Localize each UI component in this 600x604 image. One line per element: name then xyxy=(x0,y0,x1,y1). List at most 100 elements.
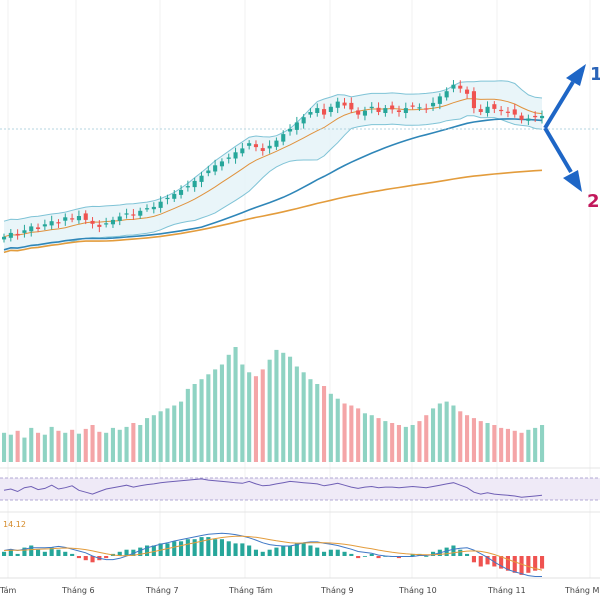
price-panel[interactable] xyxy=(0,80,600,254)
macd-bar xyxy=(206,537,211,556)
macd-panel[interactable]: 14.12 xyxy=(2,520,545,577)
candle-body xyxy=(383,108,388,113)
candle-body xyxy=(485,106,490,113)
candle-body xyxy=(390,105,395,110)
volume-bar xyxy=(356,408,361,462)
candle-body xyxy=(315,108,320,113)
volume-bar xyxy=(485,423,490,462)
candle-body xyxy=(192,180,197,188)
volume-bar xyxy=(2,432,7,462)
macd-bar xyxy=(349,553,354,556)
macd-bar xyxy=(56,549,61,556)
volume-bar xyxy=(342,403,347,462)
macd-bar xyxy=(533,556,538,571)
scenario-arrows: 1 2 xyxy=(543,64,600,212)
volume-bar xyxy=(540,425,545,462)
macd-bar xyxy=(145,545,150,556)
macd-bar xyxy=(76,556,81,559)
candle-body xyxy=(158,201,163,208)
volume-bar xyxy=(63,432,68,462)
volume-bar xyxy=(240,364,245,462)
volume-panel[interactable] xyxy=(2,347,545,462)
macd-bar xyxy=(478,556,483,567)
volume-bar xyxy=(213,369,218,462)
scenario-up-label: 1 xyxy=(590,64,600,85)
volume-bar xyxy=(431,408,436,462)
candle-body xyxy=(63,217,68,221)
macd-bar xyxy=(512,556,517,573)
volume-bar xyxy=(519,432,524,462)
volume-bar xyxy=(22,437,27,462)
candle-body xyxy=(540,115,545,119)
macd-bar xyxy=(240,543,245,556)
candle-body xyxy=(267,145,272,149)
candle-body xyxy=(342,102,347,106)
volume-bar xyxy=(281,352,286,462)
candle-body xyxy=(138,210,143,216)
candle-body xyxy=(526,118,531,121)
volume-bar xyxy=(315,384,320,462)
volume-bar xyxy=(512,430,517,462)
candle-body xyxy=(533,115,538,118)
volume-bar xyxy=(376,418,381,462)
candle-body xyxy=(294,122,299,130)
candle-body xyxy=(124,213,129,215)
candle-body xyxy=(403,108,408,113)
rsi-panel[interactable] xyxy=(0,477,600,501)
candle-body xyxy=(145,208,150,210)
macd-bar xyxy=(451,545,456,556)
moving-average-mid xyxy=(3,118,543,251)
macd-bar xyxy=(2,551,7,556)
macd-bar xyxy=(42,551,47,556)
candle-body xyxy=(2,236,7,240)
x-label-7: Tháng Mười xyxy=(564,585,600,595)
volume-bar xyxy=(362,413,367,462)
volume-bar xyxy=(199,379,204,462)
candle-body xyxy=(471,91,476,109)
candle-body xyxy=(76,216,81,221)
candle-body xyxy=(233,152,238,159)
macd-bar xyxy=(117,551,122,556)
candle-body xyxy=(512,109,517,115)
volume-bar xyxy=(471,418,476,462)
volume-bar xyxy=(335,398,340,462)
candle-body xyxy=(499,109,504,112)
candle-body xyxy=(90,220,95,224)
volume-bar xyxy=(145,418,150,462)
candle-body xyxy=(478,109,483,112)
volume-bar xyxy=(83,428,88,462)
macd-bar xyxy=(485,556,490,565)
candle-body xyxy=(349,102,354,110)
x-label-2: Tháng 7 xyxy=(145,586,179,595)
macd-bar xyxy=(465,553,470,556)
macd-bar xyxy=(253,549,258,556)
macd-line xyxy=(3,532,542,577)
volume-bar xyxy=(151,415,156,462)
x-label-5: Tháng 10 xyxy=(398,586,437,595)
candle-body xyxy=(165,197,170,200)
macd-bar xyxy=(308,545,313,556)
volume-bar xyxy=(76,433,81,462)
candle-body xyxy=(29,226,34,232)
candle-body xyxy=(335,101,340,108)
volume-bar xyxy=(410,425,415,462)
candle-body xyxy=(36,227,41,229)
macd-bar xyxy=(213,539,218,556)
volume-bar xyxy=(90,425,95,462)
x-label-3: Tháng Tám xyxy=(228,586,273,595)
volume-bar xyxy=(403,426,408,462)
candle-body xyxy=(376,107,381,112)
candle-body xyxy=(424,108,429,110)
candles-group xyxy=(2,80,545,243)
volume-bar xyxy=(458,411,463,462)
volume-bar xyxy=(383,421,388,462)
volume-bar xyxy=(49,426,54,462)
macd-bar xyxy=(15,553,20,556)
candle-body xyxy=(308,112,313,115)
macd-signal-line xyxy=(3,535,543,571)
volume-bar xyxy=(15,430,20,462)
macd-bar xyxy=(315,547,320,556)
volume-bar xyxy=(56,430,61,462)
macd-bar xyxy=(519,556,524,575)
